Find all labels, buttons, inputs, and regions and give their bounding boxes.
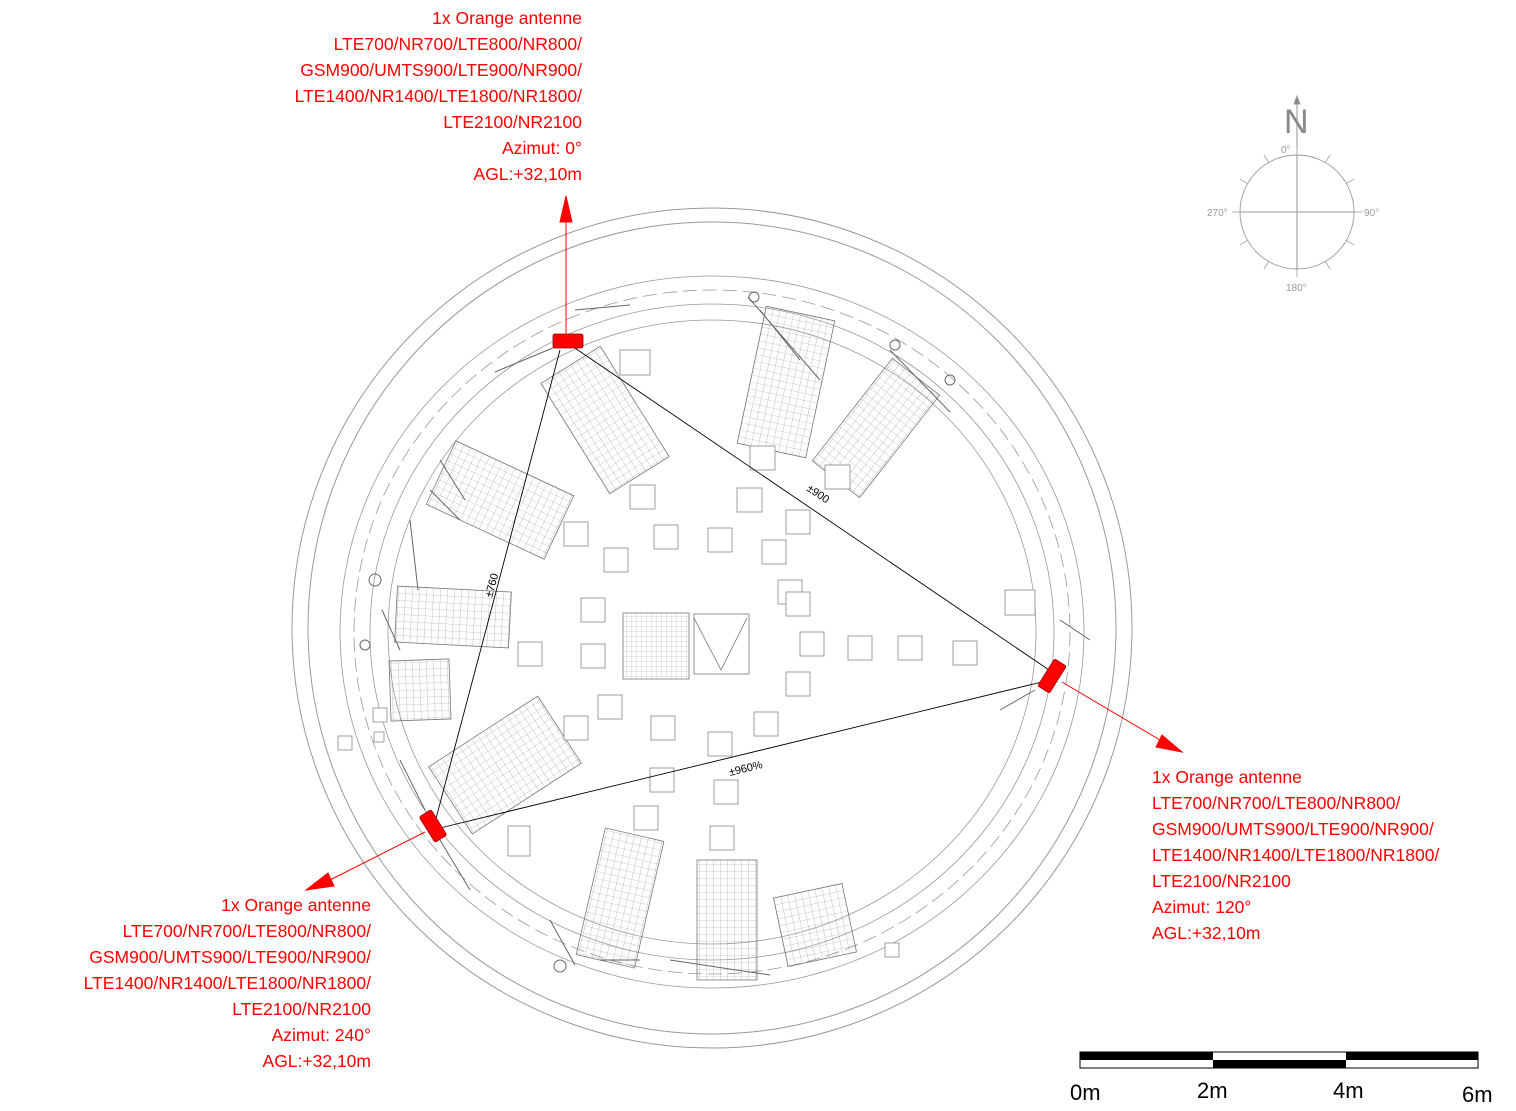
scale-label-4: 4m	[1333, 1078, 1364, 1103]
antenna-agl: AGL:+32,10m	[262, 1051, 371, 1071]
roof-gratings	[388, 305, 941, 981]
antenna-azimuth: Azimut: 0°	[502, 138, 582, 158]
antenna-agl: AGL:+32,10m	[1152, 923, 1261, 943]
antenna-north	[552, 333, 584, 349]
antenna-bands-line: LTE1400/NR1400/LTE1800/NR1800/	[294, 86, 582, 106]
antenna-bands-line: LTE700/NR700/LTE800/NR800/	[333, 34, 582, 54]
antenna-agl: AGL:+32,10m	[473, 164, 582, 184]
antenna-title: 1x Orange antenne	[221, 895, 371, 915]
compass-north-letter: N	[1284, 103, 1309, 141]
arrow-east-head	[1155, 734, 1184, 753]
support-blocks	[337, 349, 1036, 958]
antenna-title: 1x Orange antenne	[432, 8, 582, 28]
dim-east-southwest: ±960%	[728, 759, 764, 779]
arrow-southwest-head	[304, 872, 335, 891]
antenna-bands-line: LTE700/NR700/LTE800/NR800/	[122, 921, 371, 941]
antenna-label-north: 1x Orange antenne LTE700/NR700/LTE800/NR…	[200, 5, 582, 187]
antenna-bands-line: GSM900/UMTS900/LTE900/NR900/	[300, 60, 582, 80]
compass-deg-270: 270°	[1207, 208, 1228, 219]
compass-labels: N 0° 90° 180° 270°	[1207, 103, 1379, 294]
scale-label-2: 2m	[1197, 1078, 1228, 1103]
antenna-label-east: 1x Orange antenne LTE700/NR700/LTE800/NR…	[1152, 764, 1512, 946]
dim-line-north-southwest	[433, 349, 561, 827]
antenna-bands-line: GSM900/UMTS900/LTE900/NR900/	[89, 947, 371, 967]
compass-rose	[1232, 94, 1362, 277]
antenna-bands-line: LTE2100/NR2100	[443, 112, 582, 132]
azimuth-arrows	[304, 195, 1184, 891]
antenna-azimuth: Azimut: 240°	[271, 1025, 371, 1045]
mount-hardware	[359, 291, 1091, 976]
antenna-title: 1x Orange antenne	[1152, 767, 1302, 787]
antenna-bands-line: LTE1400/NR1400/LTE1800/NR1800/	[83, 973, 371, 993]
antenna-bands-line: LTE2100/NR2100	[1152, 871, 1291, 891]
antenna-southwest	[419, 809, 447, 843]
antenna-azimuth: Azimut: 120°	[1152, 897, 1252, 917]
compass-deg-180: 180°	[1286, 283, 1307, 294]
dim-line-north-east	[565, 341, 1053, 673]
antenna-label-southwest: 1x Orange antenne LTE700/NR700/LTE800/NR…	[0, 892, 371, 1074]
compass-deg-0: 0°	[1281, 145, 1291, 156]
arrow-north-head	[559, 195, 573, 223]
dimension-lines	[433, 341, 1053, 829]
antenna-bands-line: GSM900/UMTS900/LTE900/NR900/	[1152, 819, 1434, 839]
antenna-bands-line: LTE2100/NR2100	[232, 999, 371, 1019]
antenna-bands-line: LTE700/NR700/LTE800/NR800/	[1152, 793, 1401, 813]
scale-bar	[1079, 1051, 1479, 1069]
compass-deg-90: 90°	[1364, 208, 1379, 219]
central-hatch	[693, 613, 750, 675]
scale-label-6: 6m	[1462, 1082, 1493, 1107]
dim-line-east-southwest	[439, 679, 1051, 829]
antenna-east	[1037, 659, 1067, 693]
antenna-bands-line: LTE1400/NR1400/LTE1800/NR1800/	[1152, 845, 1440, 865]
scale-label-0: 0m	[1070, 1080, 1101, 1105]
